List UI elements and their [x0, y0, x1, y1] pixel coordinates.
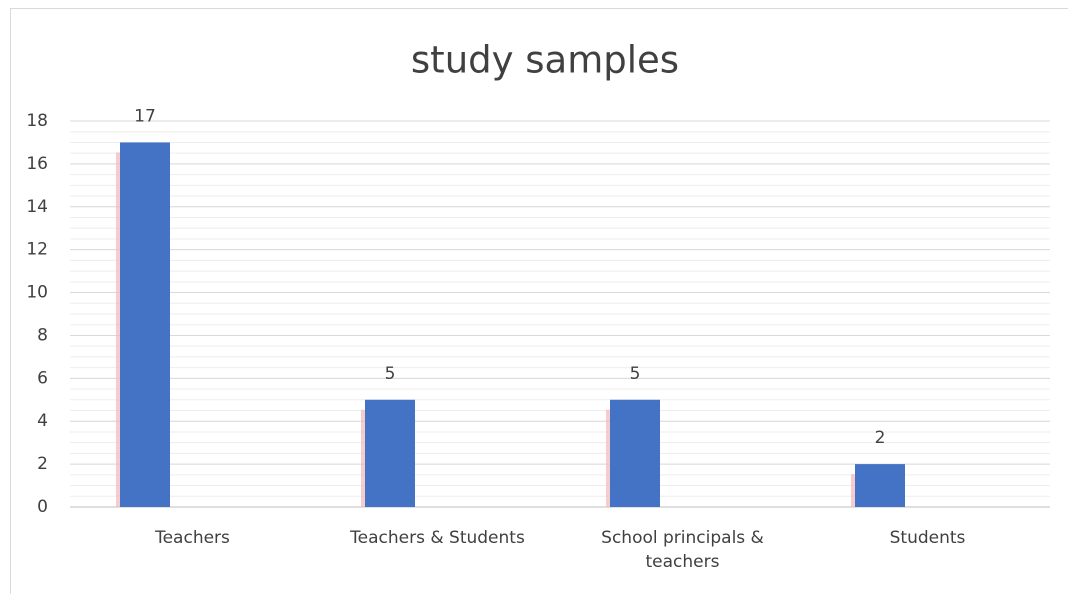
y-tick-label: 8: [37, 325, 48, 345]
x-tick-label-box: Teachers: [155, 528, 230, 548]
y-tick-label: 6: [37, 368, 48, 388]
y-tick-label: 10: [26, 283, 48, 303]
bar: [855, 464, 905, 507]
x-tick-label: Teachers & Students: [350, 528, 525, 548]
data-label: 5: [385, 364, 396, 384]
bar: [365, 399, 415, 507]
x-tick-label-box: School principals & teachers: [601, 528, 764, 572]
bar: [120, 142, 170, 507]
x-tick-label-box: Students: [889, 528, 966, 548]
data-label: 2: [875, 428, 886, 448]
y-tick-label: 4: [37, 411, 48, 431]
x-tick-label-box: Teachers & Students: [350, 528, 525, 548]
y-tick-label: 16: [26, 154, 48, 174]
data-label: 17: [134, 106, 156, 126]
x-tick-label: Teachers: [155, 528, 230, 548]
x-tick-label: Students: [889, 528, 966, 548]
x-tick-label: School principals & teachers: [601, 528, 764, 572]
data-label: 5: [630, 364, 641, 384]
y-tick-label: 18: [26, 111, 48, 131]
y-tick-label: 0: [37, 497, 48, 517]
y-tick-label: 2: [37, 454, 48, 474]
bar: [610, 399, 660, 507]
y-tick-label: 14: [26, 197, 48, 217]
chart-title: study samples: [411, 39, 679, 82]
y-tick-label: 12: [26, 240, 48, 260]
